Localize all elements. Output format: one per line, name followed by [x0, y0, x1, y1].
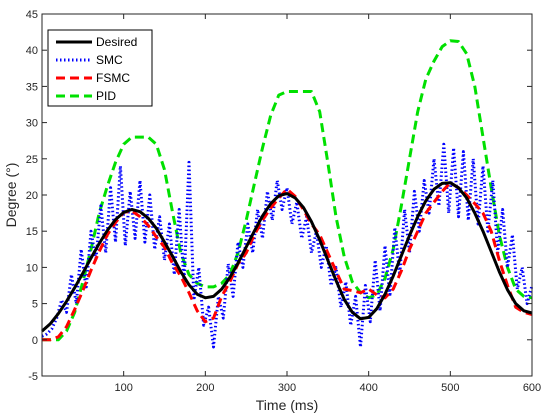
series-line-desired	[41, 181, 533, 333]
series-line-pid	[42, 39, 533, 342]
legend-label-pid: PID	[96, 89, 116, 103]
y-tick-label: 25	[26, 154, 38, 166]
legend-entry-desired: Desired	[56, 35, 137, 49]
y-tick-label: 35	[26, 81, 38, 93]
axis-layer: 100 200 300 400 500 600 -5 0 5 10 15 20 25 30 35 40 45	[26, 9, 541, 394]
x-axis-label: Time (ms)	[256, 397, 318, 413]
legend: Desired SMC FSMC PID	[47, 29, 153, 107]
x-tick-label: 100	[114, 382, 132, 394]
legend-label-fsmc: FSMC	[96, 71, 130, 85]
y-tick-label: -5	[28, 371, 38, 383]
y-tick-label: 20	[26, 190, 38, 202]
y-tick-label: 10	[26, 262, 38, 274]
y-tick-label: 40	[26, 45, 38, 57]
y-tick-label: 30	[26, 118, 38, 130]
legend-entry-pid: PID	[56, 89, 116, 103]
y-tick-label: 45	[26, 9, 38, 21]
legend-entry-smc: SMC	[56, 53, 123, 67]
y-tick-label: 15	[26, 226, 38, 238]
y-tick-label: 5	[32, 299, 38, 311]
legend-entry-fsmc: FSMC	[56, 71, 130, 85]
legend-label-smc: SMC	[96, 53, 123, 67]
x-tick-label: 600	[523, 382, 541, 394]
legend-label-desired: Desired	[96, 35, 137, 49]
x-tick-label: 300	[278, 382, 296, 394]
x-tick-label: 500	[441, 382, 459, 394]
x-tick-label: 400	[359, 382, 377, 394]
series-layer	[41, 39, 534, 349]
y-tick-label: 0	[32, 335, 38, 347]
y-axis-label: Degree (°)	[3, 163, 19, 228]
series-line-smc	[41, 142, 534, 349]
x-tick-label: 200	[196, 382, 214, 394]
